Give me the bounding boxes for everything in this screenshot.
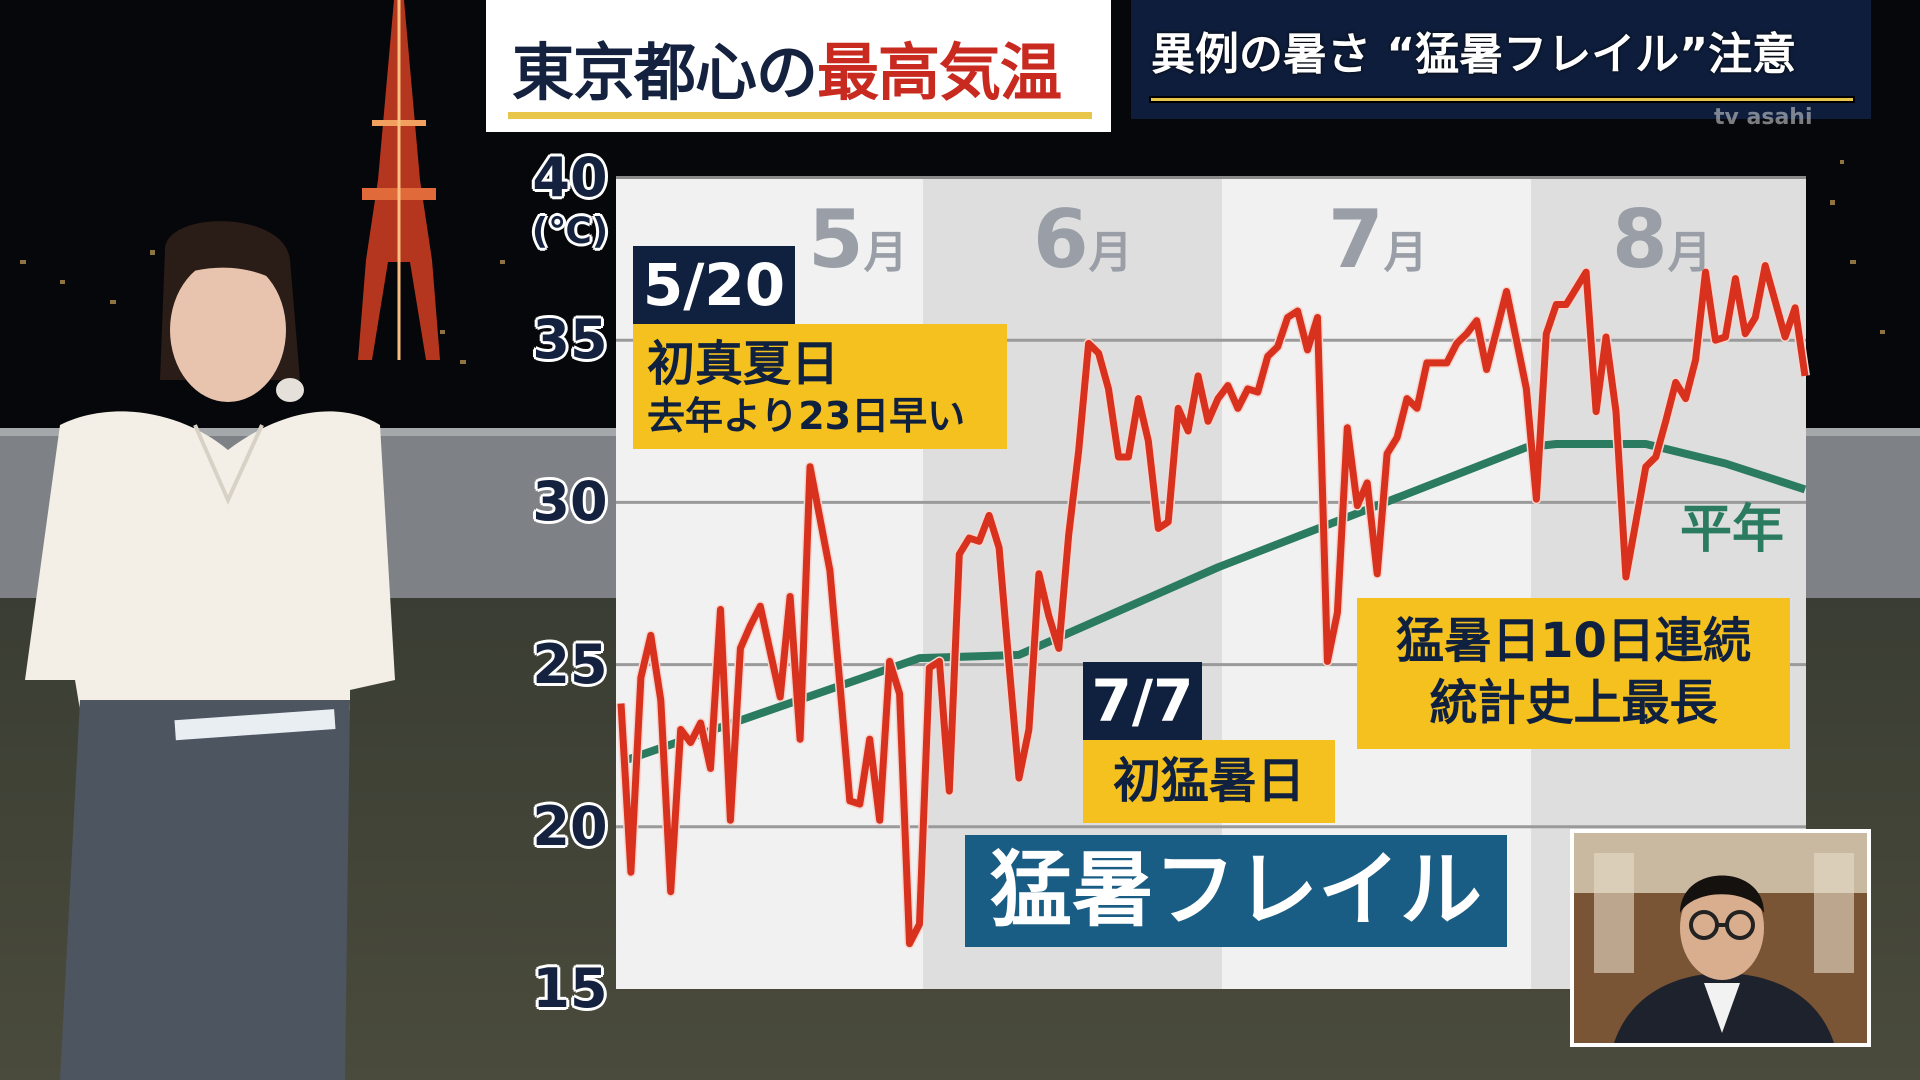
normal-series-label: 平年 bbox=[1680, 500, 1785, 560]
title-underline bbox=[508, 112, 1092, 119]
city-lights bbox=[20, 160, 1885, 364]
annotation-streak-title: 猛暑日10日連続 bbox=[1396, 613, 1751, 669]
annotation-detail: 去年より23日早い bbox=[647, 394, 966, 438]
annotation-record-streak: 猛暑日10日連続 統計史上最長 bbox=[1357, 598, 1790, 749]
annotation-title: 初真夏日 bbox=[647, 336, 840, 392]
banner-underline bbox=[1149, 96, 1855, 103]
y-tick-label-20: 20 bbox=[532, 794, 608, 858]
headline-mosho-frail: 猛暑フレイル bbox=[965, 835, 1507, 947]
title-part-location: 東京都心の bbox=[512, 36, 818, 109]
title-part-highlight: 最高気温 bbox=[817, 36, 1062, 109]
y-tick-label-25: 25 bbox=[532, 632, 608, 696]
headline-banner: 異例の暑さ “猛暑フレイル”注意 bbox=[1131, 0, 1871, 119]
commentator-image bbox=[1574, 833, 1867, 1043]
y-tick-label-40: 40 bbox=[532, 146, 608, 209]
annotation-date-may20: 5/20 bbox=[633, 246, 795, 324]
y-axis-unit: (℃) bbox=[531, 211, 609, 252]
annotation-first-mosho: 初猛暑日 bbox=[1083, 740, 1335, 823]
chart-title-panel: 東京都心の最高気温 bbox=[486, 0, 1111, 132]
commentator-inset-video bbox=[1570, 829, 1871, 1047]
tokyo-tower-icon bbox=[358, 0, 440, 360]
month-label-june: 6月 bbox=[1033, 193, 1133, 286]
y-tick-label-15: 15 bbox=[532, 957, 608, 1020]
banner-text: 異例の暑さ “猛暑フレイル”注意 bbox=[1151, 29, 1797, 80]
y-tick-label-30: 30 bbox=[532, 470, 608, 534]
month-label-may: 5月 bbox=[808, 193, 908, 286]
normal-temp-line bbox=[619, 440, 1807, 766]
month-label-july: 7月 bbox=[1328, 193, 1428, 286]
annotation-date-jul7: 7/7 bbox=[1083, 662, 1202, 740]
observed-max-temp-line bbox=[617, 262, 1809, 948]
y-tick-label-35: 35 bbox=[532, 308, 608, 372]
presenter bbox=[25, 221, 395, 1080]
annotation-streak-detail: 統計史上最長 bbox=[1429, 675, 1718, 731]
annotation-first-manatsubi: 初真夏日 去年より23日早い bbox=[633, 324, 1007, 449]
plot-border-top bbox=[616, 176, 1806, 179]
channel-watermark: tv asahi bbox=[1714, 105, 1813, 130]
chart-title: 東京都心の最高気温 bbox=[512, 36, 1062, 109]
month-label-august: 8月 bbox=[1612, 193, 1712, 286]
